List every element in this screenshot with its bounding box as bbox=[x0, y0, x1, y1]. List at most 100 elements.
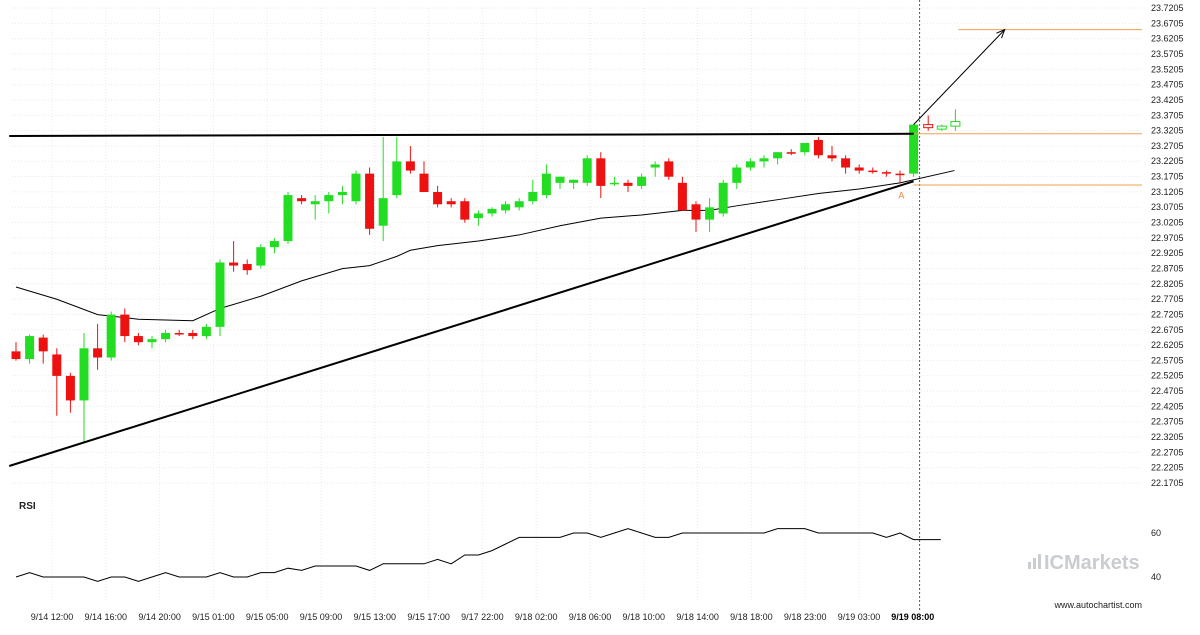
watermark-text: ICMarkets bbox=[1044, 552, 1140, 574]
candle-body bbox=[773, 152, 783, 159]
y-tick-label: 23.7205 bbox=[1151, 3, 1184, 13]
y-tick-label: 23.0705 bbox=[1151, 202, 1184, 212]
candle-body bbox=[691, 204, 701, 220]
y-tick-label: 22.1705 bbox=[1151, 478, 1184, 488]
bars-icon bbox=[1028, 554, 1041, 569]
projected-candle-body bbox=[950, 121, 961, 127]
x-tick-label: 9/15 17:00 bbox=[407, 612, 450, 622]
candle-body bbox=[147, 339, 157, 343]
rsi-y-tick-label: 60 bbox=[1151, 528, 1161, 538]
x-tick-label: 9/18 18:00 bbox=[730, 612, 773, 622]
x-tick-label: 9/14 12:00 bbox=[31, 612, 74, 622]
candle-body bbox=[732, 167, 742, 183]
candle-body bbox=[501, 204, 511, 211]
candle-body bbox=[854, 167, 864, 171]
candle-body bbox=[65, 375, 75, 401]
y-tick-label: 22.8205 bbox=[1151, 279, 1184, 289]
trend-line bbox=[9, 132, 914, 137]
grid-lines bbox=[12, 7, 1142, 600]
y-tick-label: 23.5705 bbox=[1151, 49, 1184, 59]
trend-line bbox=[8, 180, 914, 467]
x-tick-label: 9/15 09:00 bbox=[300, 612, 343, 622]
y-tick-label: 22.9705 bbox=[1151, 233, 1184, 243]
candle-body bbox=[609, 182, 619, 185]
candle-body bbox=[106, 314, 116, 358]
candlesticks bbox=[11, 109, 961, 444]
candle-body bbox=[242, 264, 252, 271]
candle-body bbox=[460, 201, 470, 220]
candle-body bbox=[582, 158, 592, 183]
price-axis: 23.7205 23.6705 23.6205 23.5705 23.5205 23.47… bbox=[1151, 3, 1184, 488]
moving-average bbox=[15, 170, 955, 322]
candle-body bbox=[337, 192, 347, 196]
forecast-arrow-line bbox=[913, 29, 1006, 125]
y-tick-label: 22.5205 bbox=[1151, 371, 1184, 381]
candle-body bbox=[52, 354, 62, 376]
rsi-line bbox=[15, 528, 941, 582]
candle-body bbox=[827, 155, 837, 159]
candle-body bbox=[623, 182, 633, 186]
candle-body bbox=[405, 161, 415, 171]
y-tick-label: 23.6705 bbox=[1151, 18, 1184, 28]
source-url: www.autochartist.com bbox=[1053, 600, 1142, 610]
x-tick-label: 9/14 16:00 bbox=[85, 612, 128, 622]
y-tick-label: 23.4205 bbox=[1151, 95, 1184, 105]
candle-body bbox=[786, 152, 796, 154]
candle-body bbox=[93, 348, 103, 358]
candle-body bbox=[297, 198, 307, 202]
candle-body bbox=[365, 173, 375, 229]
y-tick-label: 22.7205 bbox=[1151, 309, 1184, 319]
x-tick-label: 9/15 13:00 bbox=[354, 612, 397, 622]
y-tick-label: 22.5705 bbox=[1151, 355, 1184, 365]
candle-body bbox=[637, 176, 647, 186]
x-tick-label: 9/15 05:00 bbox=[246, 612, 289, 622]
candle-body bbox=[909, 124, 919, 174]
candle-body bbox=[813, 139, 823, 156]
y-tick-label: 23.2705 bbox=[1151, 141, 1184, 151]
candle-body bbox=[419, 173, 429, 193]
candle-body bbox=[487, 208, 497, 214]
rsi-title: RSI bbox=[19, 501, 36, 512]
time-axis: 9/14 12:00 9/14 16:00 9/14 20:00 9/15 01:00… bbox=[31, 612, 935, 622]
y-tick-label: 22.2205 bbox=[1151, 463, 1184, 473]
y-tick-label: 23.3705 bbox=[1151, 110, 1184, 120]
candle-body bbox=[133, 336, 143, 343]
rsi-panel: 60 40 bbox=[15, 528, 1161, 582]
candle-body bbox=[800, 142, 810, 153]
ma-line bbox=[15, 170, 955, 322]
y-tick-label: 22.8705 bbox=[1151, 263, 1184, 273]
x-tick-label: 9/19 08:00 bbox=[891, 612, 934, 622]
candle-body bbox=[351, 173, 361, 202]
pattern-point-label: A bbox=[898, 190, 904, 200]
candle-body bbox=[433, 192, 443, 205]
candle-body bbox=[677, 182, 687, 211]
y-tick-label: 23.0205 bbox=[1151, 218, 1184, 228]
candle-body bbox=[473, 213, 483, 219]
candle-body bbox=[324, 195, 334, 202]
x-tick-label: 9/18 23:00 bbox=[784, 612, 827, 622]
candle-body bbox=[215, 262, 225, 327]
candle-body bbox=[378, 198, 388, 226]
projected-candle-body bbox=[936, 125, 947, 130]
y-tick-label: 23.2205 bbox=[1151, 156, 1184, 166]
candle-body bbox=[664, 161, 674, 177]
candle-body bbox=[569, 179, 579, 183]
candle-body bbox=[79, 348, 89, 401]
candle-body bbox=[555, 176, 565, 183]
y-tick-label: 22.3205 bbox=[1151, 432, 1184, 442]
y-tick-label: 23.4705 bbox=[1151, 80, 1184, 90]
candle-body bbox=[596, 158, 606, 186]
y-tick-label: 23.1205 bbox=[1151, 187, 1184, 197]
x-tick-label: 9/18 02:00 bbox=[515, 612, 558, 622]
x-tick-label: 9/19 03:00 bbox=[838, 612, 881, 622]
candle-body bbox=[759, 158, 769, 162]
x-tick-label: 9/17 22:00 bbox=[461, 612, 504, 622]
y-tick-label: 22.4205 bbox=[1151, 401, 1184, 411]
x-tick-label: 9/18 06:00 bbox=[569, 612, 612, 622]
candle-body bbox=[161, 332, 171, 340]
x-tick-label: 9/18 14:00 bbox=[676, 612, 719, 622]
candle-body bbox=[392, 161, 402, 196]
icmarkets-logo: ICMarkets bbox=[1028, 552, 1140, 574]
candle-body bbox=[25, 336, 35, 360]
